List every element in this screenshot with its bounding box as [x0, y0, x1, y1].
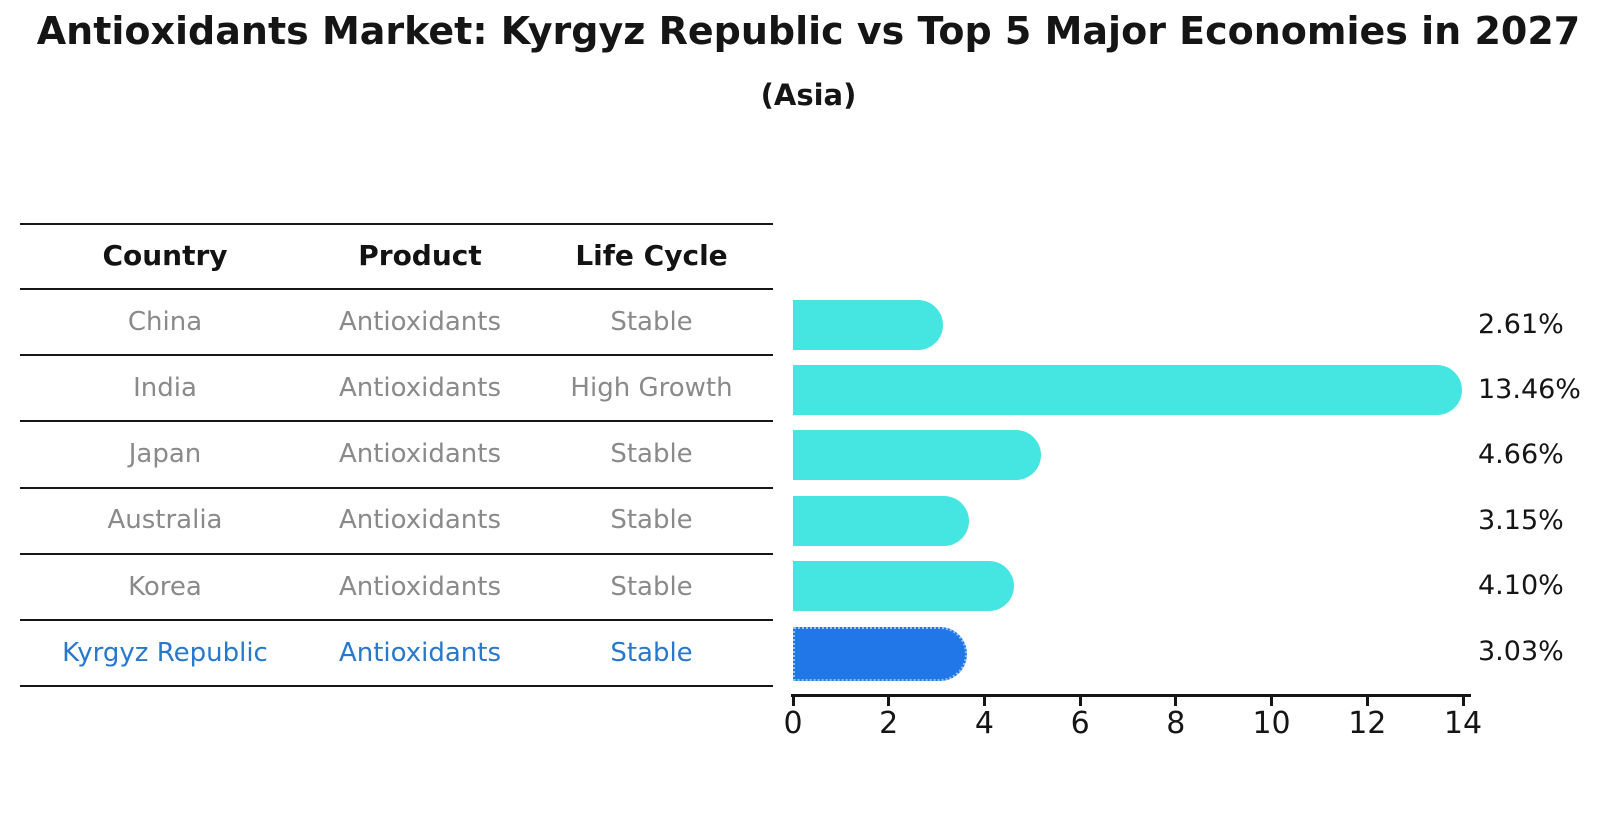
product-cell: Antioxidants — [338, 571, 502, 602]
value-label-korea: 4.10% — [1478, 570, 1564, 602]
country-cell: Kyrgyz Republic — [62, 637, 268, 668]
x-axis-tick-label: 12 — [1348, 706, 1387, 741]
lifecycle-cell: Stable — [610, 637, 693, 668]
bar-japan — [793, 430, 1041, 481]
chart-subtitle: (Asia) — [760, 78, 857, 112]
table-header-lifecycle: Life Cycle — [575, 239, 728, 273]
bar-kyrgyz-republic — [793, 626, 967, 681]
lifecycle-cell: High Growth — [570, 372, 733, 403]
x-axis-tick — [982, 697, 986, 706]
country-cell: Korea — [128, 571, 202, 602]
table-header-product: Product — [358, 239, 482, 273]
x-axis-tick — [1174, 697, 1178, 706]
x-axis-tick-label: 2 — [879, 706, 899, 741]
table-row-kyrgyz-republic: Kyrgyz Republic Antioxidants Stable — [20, 621, 773, 688]
chart-title: Antioxidants Market: Kyrgyz Republic vs … — [36, 9, 1581, 53]
x-axis-tick-label: 4 — [974, 706, 994, 741]
country-cell: China — [127, 306, 203, 337]
lifecycle-cell: Stable — [610, 439, 693, 470]
table-header-country: Country — [102, 239, 228, 273]
product-cell: Antioxidants — [338, 637, 502, 668]
value-label-china: 2.61% — [1478, 308, 1564, 340]
x-axis-tick — [887, 697, 891, 706]
x-axis-tick — [1365, 697, 1369, 706]
x-axis-tick — [1270, 697, 1274, 706]
x-axis-tick-label: 8 — [1166, 706, 1186, 741]
country-cell: Australia — [107, 505, 223, 536]
product-cell: Antioxidants — [338, 439, 502, 470]
table-row-japan: Japan Antioxidants Stable — [20, 422, 773, 489]
value-label-australia: 3.15% — [1478, 504, 1564, 536]
product-cell: Antioxidants — [338, 372, 502, 403]
product-cell: Antioxidants — [338, 505, 502, 536]
table-row-australia: Australia Antioxidants Stable — [20, 489, 773, 555]
lifecycle-cell: Stable — [610, 505, 693, 536]
x-axis-line — [791, 694, 1471, 697]
country-cell: Japan — [128, 439, 202, 470]
lifecycle-cell: Stable — [610, 306, 693, 337]
x-axis-tick — [1461, 697, 1465, 706]
value-label-japan: 4.66% — [1478, 439, 1564, 471]
value-label-kyrgyz-republic: 3.03% — [1478, 635, 1564, 667]
bar-australia — [793, 495, 969, 546]
country-table: Country Product Life Cycle China Antioxi… — [20, 223, 773, 688]
bar-india — [793, 364, 1463, 415]
table-header-row: Country Product Life Cycle — [20, 223, 773, 290]
table-row-india: India Antioxidants High Growth — [20, 356, 773, 423]
bar-china — [793, 299, 943, 350]
table-row-china: China Antioxidants Stable — [20, 290, 773, 357]
x-axis-tick — [791, 697, 795, 706]
x-axis-tick-label: 10 — [1252, 706, 1291, 741]
x-axis-tick — [1078, 697, 1082, 706]
table-row-korea: Korea Antioxidants Stable — [20, 555, 773, 621]
value-label-india: 13.46% — [1478, 373, 1581, 405]
country-cell: India — [133, 372, 197, 403]
product-cell: Antioxidants — [338, 306, 502, 337]
lifecycle-cell: Stable — [610, 571, 693, 602]
x-axis-tick-label: 14 — [1443, 706, 1483, 741]
x-axis-tick-label: 0 — [783, 706, 803, 741]
x-axis-tick-label: 6 — [1070, 706, 1090, 741]
bar-korea — [793, 561, 1015, 612]
